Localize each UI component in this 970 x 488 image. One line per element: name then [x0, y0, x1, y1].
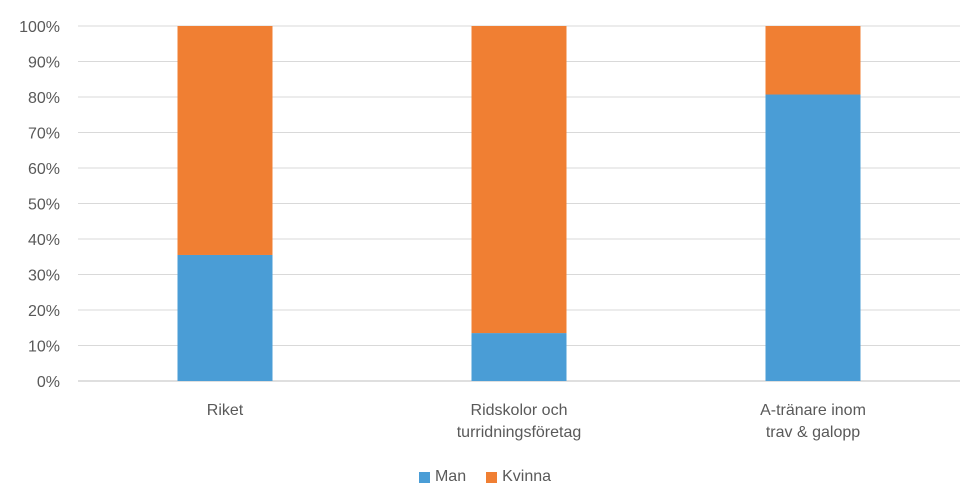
y-tick-label: 50% [28, 197, 60, 214]
y-tick-label: 30% [28, 268, 60, 285]
y-tick-label: 0% [37, 374, 60, 391]
y-tick-label: 40% [28, 232, 60, 249]
y-tick-label: 60% [28, 161, 60, 178]
bar-man [765, 94, 861, 381]
bar-kvinna [765, 26, 861, 95]
x-axis-category-labels: Riket Ridskolor och turridningsföretag A-tr… [207, 402, 866, 441]
bar-man [177, 254, 273, 381]
bar-kvinna [177, 26, 273, 255]
y-axis-tick-labels: 0% 10% 20% 30% 40% 50% 60% 70% 80% 90% 100% [19, 19, 60, 391]
x-category-label: Riket [207, 402, 244, 419]
legend-swatch-man [418, 471, 430, 483]
y-tick-label: 20% [28, 303, 60, 320]
legend-item-kvinna: Kvinna [486, 468, 551, 486]
legend-swatch-kvinna [486, 471, 498, 483]
bars [177, 26, 861, 381]
y-tick-label: 90% [28, 55, 60, 72]
legend-label-kvinna: Kvinna [502, 468, 552, 485]
y-tick-label: 100% [19, 19, 60, 36]
x-category-label: Ridskolor och turridningsföretag [457, 402, 582, 441]
y-tick-label: 80% [28, 90, 60, 107]
legend-label-man: Man [434, 468, 467, 485]
legend-item-man: Man [418, 468, 467, 486]
bar-kvinna [471, 26, 567, 334]
bar-man [471, 333, 567, 381]
y-tick-label: 10% [28, 339, 60, 356]
stacked-bar-chart: 0%10%20%30%40%50%60%70%80%90%100% Riket R… [19, 19, 960, 441]
legend: Man Kvinna [0, 468, 970, 486]
y-tick-label: 70% [28, 126, 60, 143]
x-category-label: A-tränare inom trav & galopp [760, 402, 866, 441]
